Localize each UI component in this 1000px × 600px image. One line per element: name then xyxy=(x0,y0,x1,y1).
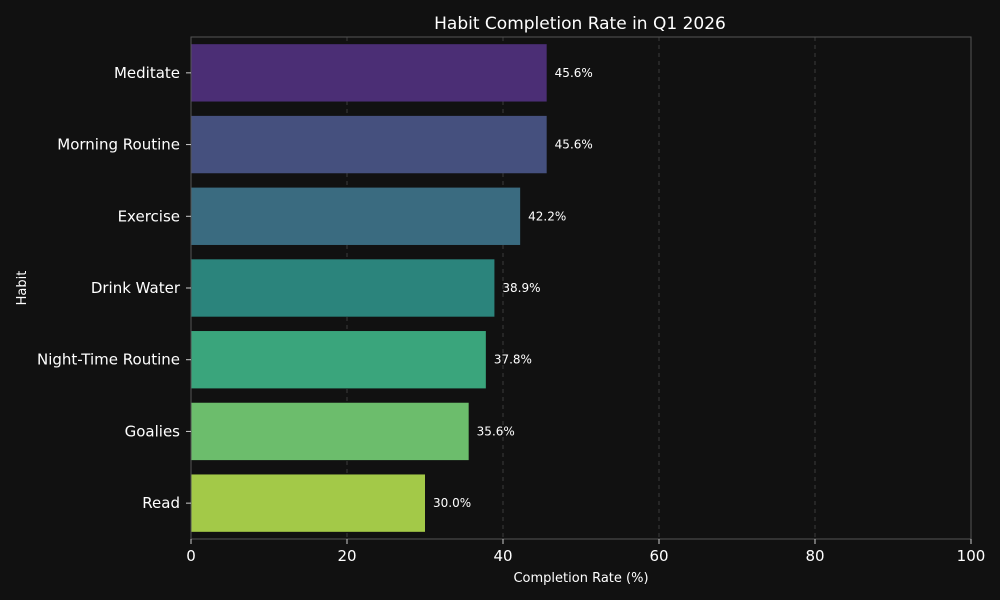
category-label: Night-Time Routine xyxy=(37,351,180,369)
x-tick-label: 40 xyxy=(493,547,512,565)
category-label: Goalies xyxy=(125,422,181,440)
y-axis-label: Habit xyxy=(15,271,30,306)
bar-value-label: 30.0% xyxy=(433,496,471,510)
bar-value-label: 45.6% xyxy=(555,138,593,152)
category-label: Meditate xyxy=(114,64,180,82)
x-axis-label: Completion Rate (%) xyxy=(513,571,648,586)
bar-value-label: 37.8% xyxy=(494,353,532,367)
bar xyxy=(191,474,425,532)
bar-value-label: 35.6% xyxy=(477,424,515,438)
x-tick-label: 0 xyxy=(186,547,196,565)
bar-value-label: 42.2% xyxy=(528,209,566,223)
x-tick-label: 100 xyxy=(957,547,986,565)
bar xyxy=(191,44,547,102)
bars xyxy=(191,44,547,532)
category-label: Drink Water xyxy=(91,279,181,297)
bar-value-label: 45.6% xyxy=(555,66,593,80)
x-tick-label: 20 xyxy=(337,547,356,565)
bar xyxy=(191,402,469,461)
category-label: Morning Routine xyxy=(57,136,180,154)
x-axis-ticks: 0 20 40 60 80 100 xyxy=(186,539,985,565)
bar xyxy=(191,331,486,389)
x-tick-label: 60 xyxy=(649,547,668,565)
category-label: Exercise xyxy=(118,207,180,225)
category-label: Read xyxy=(142,494,180,512)
y-axis-categories: Meditate Morning Routine Exercise Drink Wat… xyxy=(37,64,191,512)
bar xyxy=(191,259,495,317)
bar-value-label: 38.9% xyxy=(502,281,540,295)
chart-title: Habit Completion Rate in Q1 2026 xyxy=(434,14,726,34)
data-labels: 45.6% 45.6% 42.2% 38.9% 37.8% 35.6% 30.0% xyxy=(433,66,593,510)
x-tick-label: 80 xyxy=(805,547,824,565)
bar xyxy=(191,115,547,174)
bar xyxy=(191,187,521,245)
